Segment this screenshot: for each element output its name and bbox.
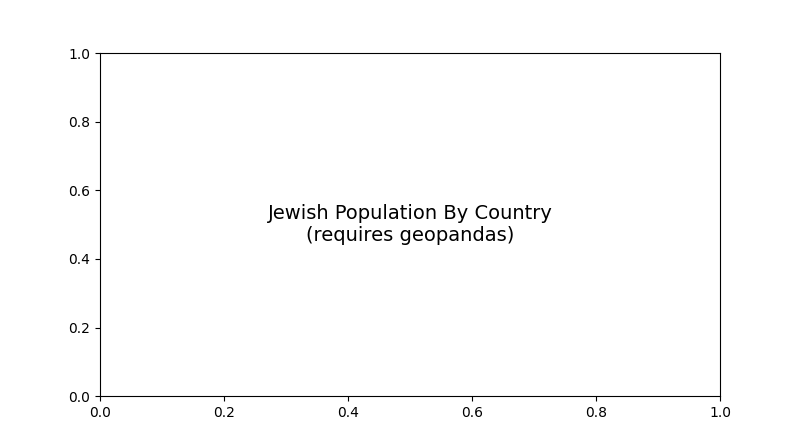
Text: Jewish Population By Country
(requires geopandas): Jewish Population By Country (requires g… [267, 204, 553, 245]
